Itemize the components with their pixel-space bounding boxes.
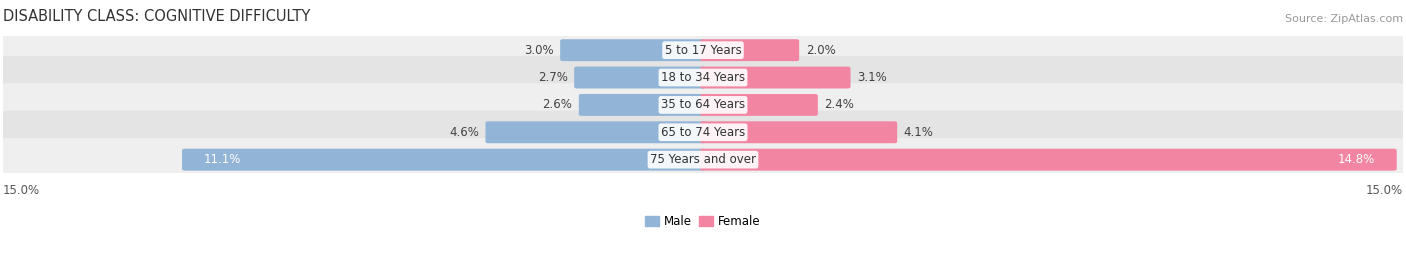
FancyBboxPatch shape: [700, 39, 799, 61]
Text: 5 to 17 Years: 5 to 17 Years: [665, 44, 741, 57]
Text: 3.1%: 3.1%: [858, 71, 887, 84]
Text: 2.7%: 2.7%: [537, 71, 568, 84]
Text: 14.8%: 14.8%: [1339, 153, 1375, 166]
FancyBboxPatch shape: [700, 67, 851, 89]
FancyBboxPatch shape: [579, 94, 706, 116]
FancyBboxPatch shape: [181, 149, 706, 171]
Text: 15.0%: 15.0%: [1367, 184, 1403, 197]
Text: 35 to 64 Years: 35 to 64 Years: [661, 98, 745, 112]
FancyBboxPatch shape: [0, 83, 1406, 127]
FancyBboxPatch shape: [0, 111, 1406, 154]
FancyBboxPatch shape: [0, 138, 1406, 181]
FancyBboxPatch shape: [560, 39, 706, 61]
Text: 65 to 74 Years: 65 to 74 Years: [661, 126, 745, 139]
FancyBboxPatch shape: [700, 94, 818, 116]
Text: 75 Years and over: 75 Years and over: [650, 153, 756, 166]
Text: 4.6%: 4.6%: [449, 126, 479, 139]
Text: 11.1%: 11.1%: [204, 153, 240, 166]
FancyBboxPatch shape: [700, 121, 897, 143]
Text: 2.4%: 2.4%: [824, 98, 855, 112]
Legend: Male, Female: Male, Female: [641, 211, 765, 233]
FancyBboxPatch shape: [0, 29, 1406, 72]
Text: Source: ZipAtlas.com: Source: ZipAtlas.com: [1285, 14, 1403, 24]
FancyBboxPatch shape: [574, 67, 706, 89]
Text: 4.1%: 4.1%: [904, 126, 934, 139]
Text: 2.0%: 2.0%: [806, 44, 835, 57]
FancyBboxPatch shape: [0, 56, 1406, 99]
FancyBboxPatch shape: [700, 149, 1396, 171]
Text: 18 to 34 Years: 18 to 34 Years: [661, 71, 745, 84]
Text: DISABILITY CLASS: COGNITIVE DIFFICULTY: DISABILITY CLASS: COGNITIVE DIFFICULTY: [3, 9, 311, 24]
FancyBboxPatch shape: [485, 121, 706, 143]
Text: 15.0%: 15.0%: [3, 184, 39, 197]
Text: 3.0%: 3.0%: [524, 44, 554, 57]
Text: 2.6%: 2.6%: [543, 98, 572, 112]
